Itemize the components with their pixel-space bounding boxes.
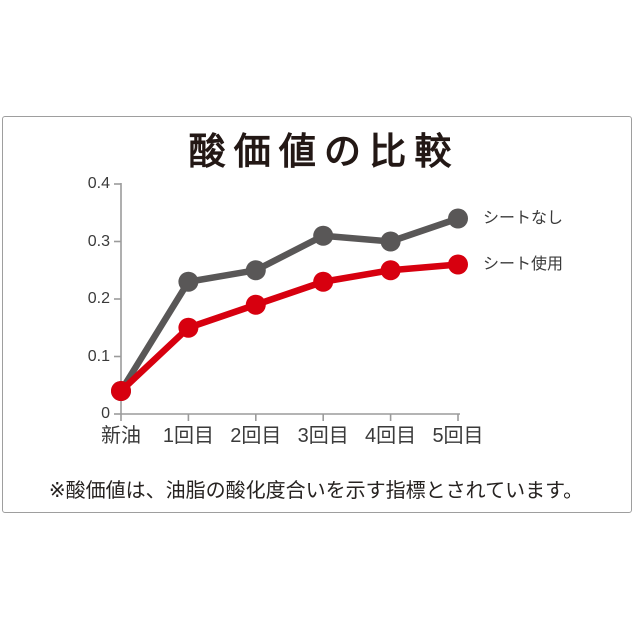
- chart-frame: [2, 116, 632, 513]
- chart-title: 酸価値の比較: [188, 131, 460, 172]
- data-point: [178, 317, 199, 338]
- legend-label-sheet-none: シートなし: [483, 210, 564, 227]
- data-point: [178, 271, 199, 292]
- data-point: [245, 294, 266, 315]
- data-point: [313, 225, 334, 246]
- data-point: [448, 208, 468, 229]
- data-point: [313, 271, 334, 292]
- data-point: [111, 381, 131, 401]
- data-point: [448, 254, 468, 275]
- data-point: [245, 260, 266, 281]
- series-line: [117, 215, 462, 395]
- data-point: [380, 231, 401, 252]
- data-point: [380, 260, 401, 281]
- series-line: [117, 261, 462, 395]
- legend-label-sheet-used: シート使用: [483, 256, 564, 273]
- footnote-text: ※酸価値は、油脂の酸化度合いを示す指標とされています。: [48, 480, 584, 502]
